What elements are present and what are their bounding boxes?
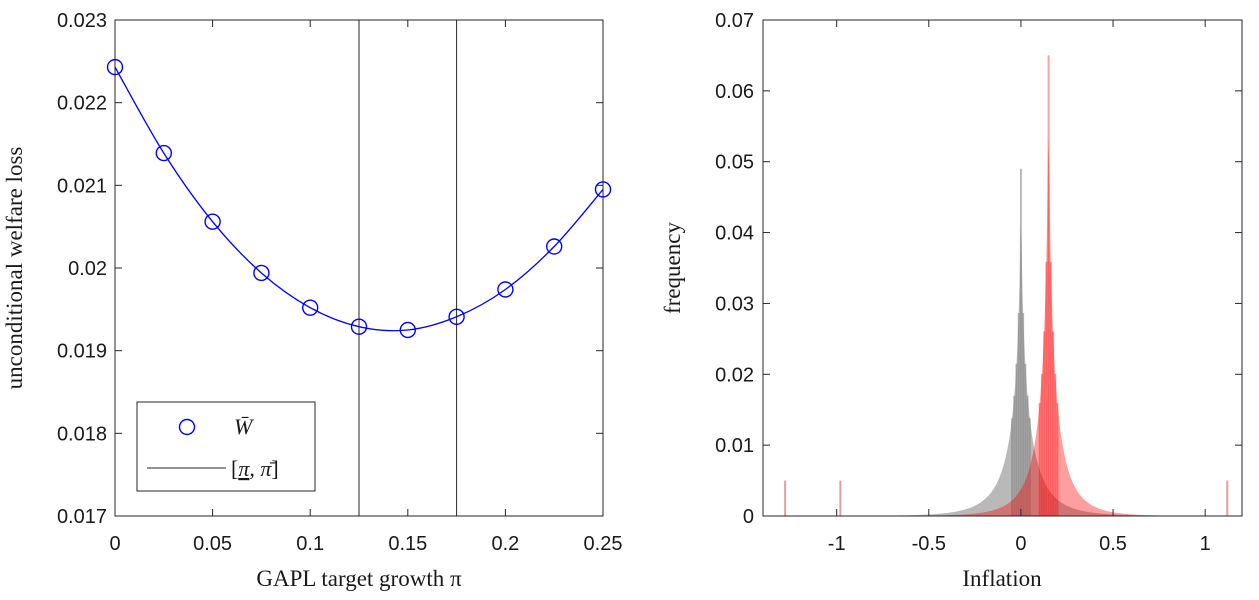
histogram-bar: [1017, 312, 1020, 516]
histogram-bar: [1038, 403, 1041, 516]
welfare-loss-point: [302, 299, 319, 316]
histogram-bar: [1028, 418, 1031, 516]
right-y-tick-label: 0.01: [715, 435, 754, 457]
right-x-tick-label: 1: [1200, 533, 1211, 555]
legend-marker-circle: [178, 418, 196, 436]
left-x-tick-label: 0.2: [491, 533, 519, 555]
histogram-bar: [1026, 395, 1029, 516]
left-y-tick-label: 0.019: [57, 341, 107, 363]
left-y-tick-label: 0.023: [57, 10, 107, 32]
histogram-bar: [1045, 261, 1048, 516]
histogram-bar: [1024, 363, 1027, 516]
right-x-ticks: -1 -0.5 0 0.5 1: [828, 20, 1211, 555]
histogram-bar: [1051, 331, 1054, 516]
histogram-bar: [1022, 312, 1025, 516]
left-y-tick-label: 0.021: [57, 175, 107, 197]
legend-welfare-label: W̄: [234, 414, 254, 439]
left-y-tick-label: 0.022: [57, 93, 107, 115]
legend: W̄ [π, π̄]: [136, 401, 316, 492]
outlier-bar: [784, 480, 787, 516]
histogram-bars: [784, 55, 1229, 517]
target-range-lines: [358, 20, 458, 516]
histogram-bar: [1019, 168, 1022, 517]
outlier-bar: [839, 480, 842, 516]
histogram-bar: [1040, 373, 1043, 516]
right-y-tick-label: 0.06: [715, 81, 754, 103]
right-x-tick-label: -1: [828, 533, 846, 555]
right-y-tick-label: 0.05: [715, 152, 754, 174]
welfare-loss-point: [253, 264, 270, 282]
welfare-loss-point: [155, 144, 173, 162]
welfare-loss-curve: [114, 66, 604, 332]
left-x-tick-label: 0.05: [193, 533, 232, 555]
legend-range-label: [π, π̄]: [231, 456, 279, 481]
histogram-bar: [1047, 55, 1050, 517]
histogram-bar: [1015, 363, 1018, 516]
welfare-loss-point: [594, 181, 612, 198]
left-x-axis-label: GAPL target growth π: [256, 566, 462, 591]
left-y-tick-label: 0.017: [57, 506, 107, 528]
histogram-bar: [1013, 395, 1016, 516]
left-y-tick-label: 0.018: [57, 423, 107, 445]
welfare-loss-point: [497, 281, 514, 298]
welfare-loss-point: [106, 58, 124, 76]
welfare-loss-point: [448, 308, 465, 325]
right-y-tick-label: 0: [743, 506, 754, 528]
left-x-tick-label: 0: [109, 533, 120, 555]
left-x-tick-label: 0.1: [296, 533, 324, 555]
welfare-loss-point: [204, 213, 221, 230]
right-plot-frame: [762, 19, 1243, 517]
right-y-ticks: 0 0.01 0.02 0.03 0.04 0.05 0.06 0.07: [715, 10, 1242, 528]
welfare-loss-series: [106, 58, 612, 339]
histogram-bar: [1054, 373, 1057, 516]
outlier-bar: [1226, 480, 1229, 516]
welfare-loss-point: [546, 238, 563, 255]
inflation-histogram-chart: -1 -0.5 0 0.5 1 0 0.01 0.02 0.03 0.04 0.05 0.06 0.0…: [660, 10, 1243, 591]
left-x-ticks: 0 0.05 0.1 0.15 0.2 0.25: [109, 20, 622, 555]
right-x-tick-label: 0: [1015, 533, 1026, 555]
right-x-tick-label: -0.5: [912, 533, 946, 555]
left-y-ticks: 0.017 0.018 0.019 0.02 0.021 0.022 0.023: [57, 10, 603, 528]
left-y-axis-label: unconditional welfare loss: [2, 147, 27, 390]
histogram-bar: [1056, 403, 1059, 516]
legend-box: [136, 401, 316, 492]
histogram-series-gray: [873, 168, 1187, 517]
right-y-axis-label: frequency: [660, 222, 685, 314]
histogram-bar: [1043, 331, 1046, 516]
welfare-loss-point: [350, 318, 368, 335]
right-x-axis-label: Inflation: [962, 566, 1042, 591]
left-x-tick-label: 0.15: [388, 533, 427, 555]
histogram-series-red: [873, 55, 1187, 517]
left-y-tick-label: 0.02: [68, 258, 107, 280]
right-y-tick-label: 0.07: [715, 10, 754, 32]
right-x-tick-label: 0.5: [1099, 533, 1127, 555]
histogram-bar: [1011, 418, 1014, 516]
histogram-bar: [1049, 261, 1052, 516]
right-y-tick-label: 0.04: [715, 223, 754, 245]
right-y-tick-label: 0.02: [715, 364, 754, 386]
welfare-loss-point: [399, 321, 416, 339]
left-x-tick-label: 0.25: [584, 533, 623, 555]
welfare-loss-chart: 0 0.05 0.1 0.15 0.2 0.25 0.0170.0180.0190.020…: [2, 10, 622, 591]
right-y-tick-label: 0.03: [715, 293, 754, 315]
